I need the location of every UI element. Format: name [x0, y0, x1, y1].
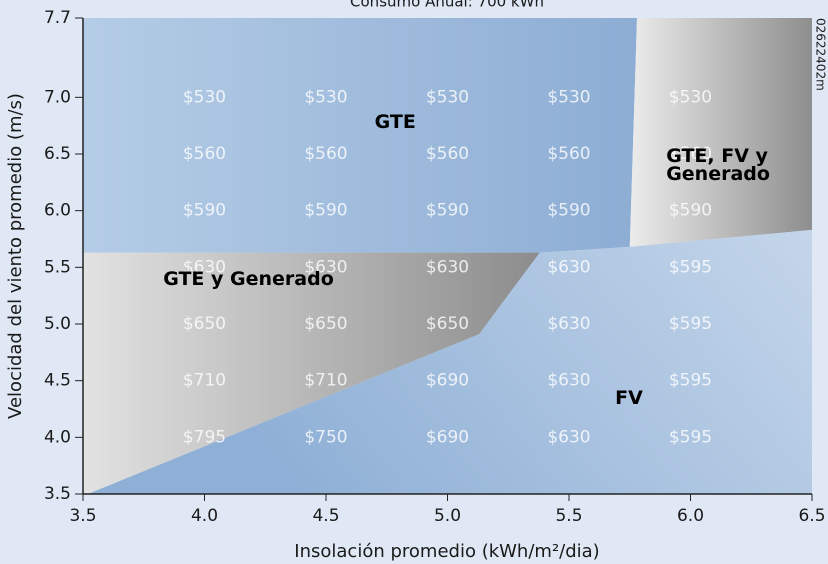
cost-label: $560 — [669, 144, 712, 164]
x-tick-label: 3.5 — [69, 506, 96, 526]
cost-label: $530 — [426, 87, 469, 107]
cost-label: $590 — [183, 201, 226, 221]
region — [629, 18, 812, 247]
region-label: GTE, FV y Generado — [666, 144, 770, 185]
cost-label: $590 — [547, 201, 590, 221]
cost-label: $560 — [547, 144, 590, 164]
region — [83, 252, 540, 494]
side-note: 02622402m — [814, 18, 828, 91]
cost-label: $530 — [304, 87, 347, 107]
cost-label: $560 — [426, 144, 469, 164]
x-tick-label: 6.5 — [798, 506, 825, 526]
cost-label: $630 — [547, 314, 590, 334]
chart-title: Consumo Anual: 700 kWh — [350, 0, 544, 11]
cost-label: $650 — [304, 314, 347, 334]
y-tick-label: 5.0 — [44, 314, 71, 334]
region — [87, 229, 812, 494]
x-axis-label: Insolación promedio (kWh/m²/dia) — [294, 541, 599, 562]
cost-label: $630 — [547, 257, 590, 277]
cost-label: $630 — [183, 257, 226, 277]
region-label: GTE y Generado — [163, 268, 334, 291]
y-tick-label: 4.0 — [44, 427, 71, 447]
x-tick-label: 6.0 — [677, 506, 704, 526]
cost-label: $590 — [426, 201, 469, 221]
cost-label: $710 — [183, 371, 226, 391]
cost-label: $560 — [304, 144, 347, 164]
cost-label: $530 — [183, 87, 226, 107]
cost-label: $590 — [304, 201, 347, 221]
cost-label: $595 — [669, 427, 712, 447]
y-axis-label: Velocidad del viento promedio (m/s) — [5, 93, 26, 419]
region — [83, 18, 637, 253]
cost-label: $750 — [304, 427, 347, 447]
cost-label: $595 — [669, 314, 712, 334]
y-tick-label: 7.7 — [44, 8, 71, 28]
cost-label: $560 — [183, 144, 226, 164]
region-label: FV — [615, 387, 643, 410]
y-tick-label: 4.5 — [44, 371, 71, 391]
cost-label: $650 — [183, 314, 226, 334]
cost-label: $690 — [426, 371, 469, 391]
cost-label: $690 — [426, 427, 469, 447]
cost-label: $630 — [426, 257, 469, 277]
y-tick-label: 6.0 — [44, 201, 71, 221]
cost-label: $590 — [669, 201, 712, 221]
cost-label: $595 — [669, 371, 712, 391]
cost-label: $795 — [183, 427, 226, 447]
y-tick-label: 3.5 — [44, 484, 71, 504]
cost-label: $630 — [304, 257, 347, 277]
cost-label: $530 — [669, 87, 712, 107]
x-tick-label: 4.5 — [312, 506, 339, 526]
cost-label: $595 — [669, 257, 712, 277]
cost-label: $630 — [547, 427, 590, 447]
y-tick-label: 5.5 — [44, 257, 71, 277]
region-label: GTE — [374, 111, 416, 134]
cost-label: $710 — [304, 371, 347, 391]
x-tick-label: 5.0 — [434, 506, 461, 526]
cost-label: $530 — [547, 87, 590, 107]
y-tick-label: 6.5 — [44, 144, 71, 164]
y-tick-label: 7.0 — [44, 87, 71, 107]
cost-label: $650 — [426, 314, 469, 334]
cost-label: $630 — [547, 371, 590, 391]
x-tick-label: 4.0 — [191, 506, 218, 526]
x-tick-label: 5.5 — [555, 506, 582, 526]
